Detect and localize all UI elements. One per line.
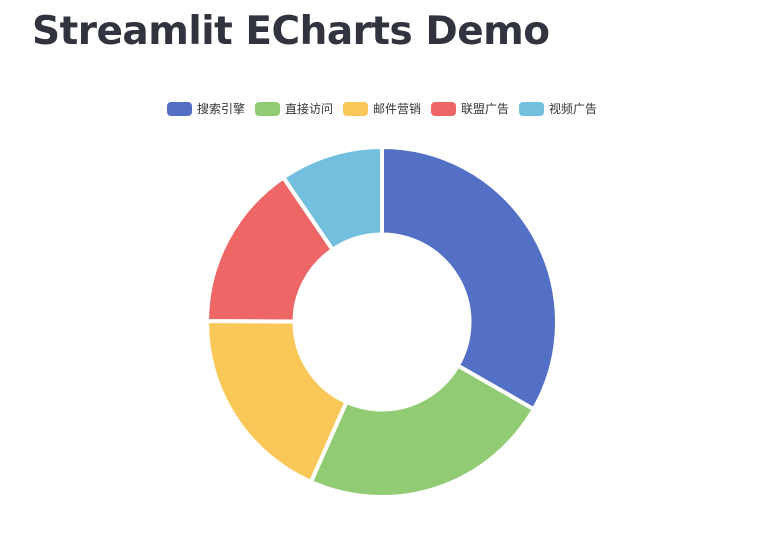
- legend-item[interactable]: 视频广告: [519, 101, 597, 116]
- legend-label: 视频广告: [549, 101, 597, 116]
- pie-slice[interactable]: [205, 175, 335, 324]
- legend-label: 邮件营销: [373, 102, 421, 116]
- legend-item[interactable]: 搜索引擎: [167, 101, 245, 116]
- legend-swatch: [255, 102, 280, 116]
- pie-slice[interactable]: [281, 145, 384, 252]
- legend-item[interactable]: 邮件营销: [343, 102, 421, 116]
- legend-swatch: [519, 102, 544, 116]
- legend-swatch: [343, 102, 368, 116]
- legend-item[interactable]: 直接访问: [255, 101, 333, 116]
- legend-label: 直接访问: [285, 101, 333, 116]
- legend-label: 搜索引擎: [197, 101, 245, 116]
- pie-slice[interactable]: [308, 363, 536, 499]
- chart-slices: [205, 145, 559, 499]
- chart-legend: 搜索引擎 直接访问 邮件营销 联盟广告 视频广告: [167, 101, 597, 116]
- pie-slice[interactable]: [380, 145, 559, 412]
- pie-slice[interactable]: [205, 319, 349, 484]
- page-title: Streamlit ECharts Demo: [32, 9, 550, 54]
- legend-swatch: [431, 102, 456, 116]
- legend-swatch: [167, 102, 192, 116]
- legend-label: 联盟广告: [461, 102, 509, 116]
- legend-item[interactable]: 联盟广告: [431, 102, 509, 116]
